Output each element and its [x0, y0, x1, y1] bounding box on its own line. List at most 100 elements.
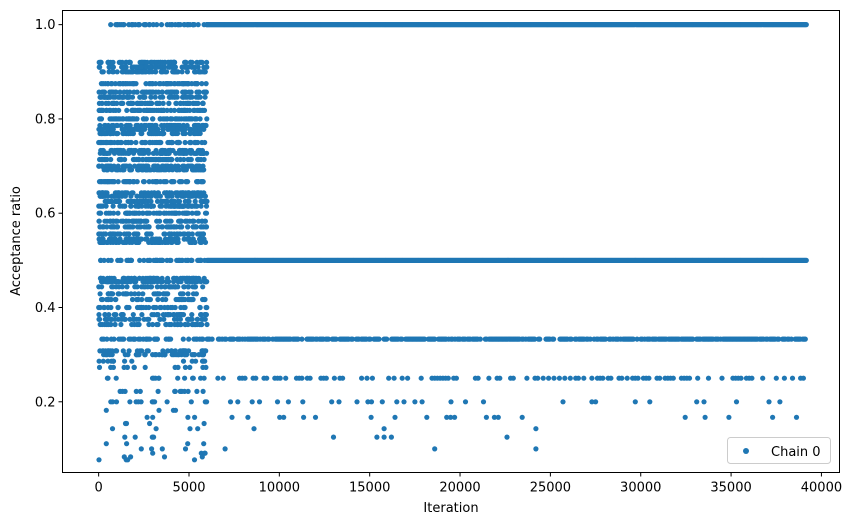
data-point — [151, 336, 157, 342]
data-point — [128, 203, 134, 209]
data-point — [173, 296, 179, 303]
data-point — [153, 179, 159, 185]
data-point — [705, 375, 712, 381]
data-point — [533, 426, 539, 432]
data-point — [202, 139, 208, 146]
data-point — [126, 130, 132, 137]
data-point — [177, 321, 183, 328]
data-point — [193, 130, 199, 137]
data-point — [264, 375, 270, 381]
data-point — [182, 107, 188, 113]
data-point — [132, 163, 138, 169]
data-point — [312, 414, 319, 420]
data-point — [96, 179, 103, 185]
data-point — [368, 399, 375, 405]
data-point — [178, 304, 184, 311]
data-point — [147, 336, 153, 342]
data-point — [127, 399, 133, 405]
y-ticks: 0.2 0.4 0.6 0.8 1.0 — [35, 18, 63, 410]
data-point — [169, 304, 176, 311]
data-point — [187, 218, 193, 224]
data-point — [369, 375, 375, 381]
data-point — [184, 69, 190, 75]
data-point — [164, 107, 170, 113]
data-point — [158, 198, 164, 204]
data-point — [201, 420, 207, 427]
data-point — [138, 100, 144, 106]
data-point — [121, 364, 127, 370]
data-point — [195, 231, 201, 237]
data-point — [117, 139, 123, 146]
data-point — [452, 414, 458, 420]
data-point — [159, 352, 165, 358]
data-point — [108, 336, 114, 342]
data-point — [114, 224, 120, 230]
data-point — [190, 22, 196, 28]
data-point — [107, 352, 113, 358]
data-point — [532, 336, 538, 342]
data-point — [151, 312, 157, 318]
data-point — [96, 163, 102, 169]
data-point — [154, 193, 161, 199]
data-point — [497, 375, 503, 381]
data-point — [171, 279, 177, 285]
data-point — [108, 257, 114, 263]
data-point — [166, 203, 172, 209]
data-point — [96, 358, 102, 364]
data-point — [139, 130, 145, 137]
data-point — [107, 179, 113, 185]
data-point — [164, 22, 170, 28]
data-point — [124, 441, 130, 447]
x-axis-label: Iteration — [423, 501, 478, 516]
data-point — [392, 414, 398, 420]
data-point — [793, 414, 800, 420]
data-point — [130, 312, 136, 318]
data-point — [138, 150, 144, 156]
data-point — [192, 198, 198, 204]
data-point — [391, 375, 397, 381]
data-point — [776, 336, 782, 342]
data-point — [190, 291, 197, 297]
data-point — [133, 388, 139, 394]
data-point — [196, 89, 202, 95]
data-point — [560, 399, 566, 405]
data-point — [104, 156, 110, 163]
data-point — [158, 59, 164, 65]
data-point — [150, 279, 156, 285]
data-point — [186, 100, 192, 106]
data-point — [119, 279, 125, 285]
data-point — [132, 336, 138, 342]
data-point — [266, 336, 272, 342]
data-point — [169, 116, 175, 122]
data-point — [174, 239, 180, 245]
data-point — [146, 100, 152, 106]
data-point — [149, 59, 155, 65]
data-point — [146, 224, 152, 230]
data-point — [112, 89, 118, 95]
data-point — [168, 336, 174, 342]
data-point — [524, 375, 530, 381]
data-point — [156, 100, 162, 106]
data-point — [111, 150, 118, 156]
data-point — [142, 94, 148, 100]
data-point — [182, 126, 188, 132]
data-point — [200, 100, 206, 106]
data-point — [164, 116, 170, 122]
data-point — [172, 364, 178, 370]
data-point — [368, 414, 374, 420]
data-point — [203, 81, 209, 87]
data-point — [182, 446, 189, 452]
data-point — [185, 203, 191, 209]
data-point — [114, 69, 120, 75]
data-point — [121, 231, 127, 237]
data-point — [145, 279, 151, 285]
data-point — [178, 126, 184, 132]
data-point — [129, 116, 135, 122]
x-tick-label: 20000 — [439, 481, 480, 496]
data-point — [589, 399, 595, 405]
data-point — [158, 304, 164, 311]
data-point — [128, 69, 134, 75]
data-point — [325, 336, 332, 342]
data-point — [119, 64, 125, 70]
